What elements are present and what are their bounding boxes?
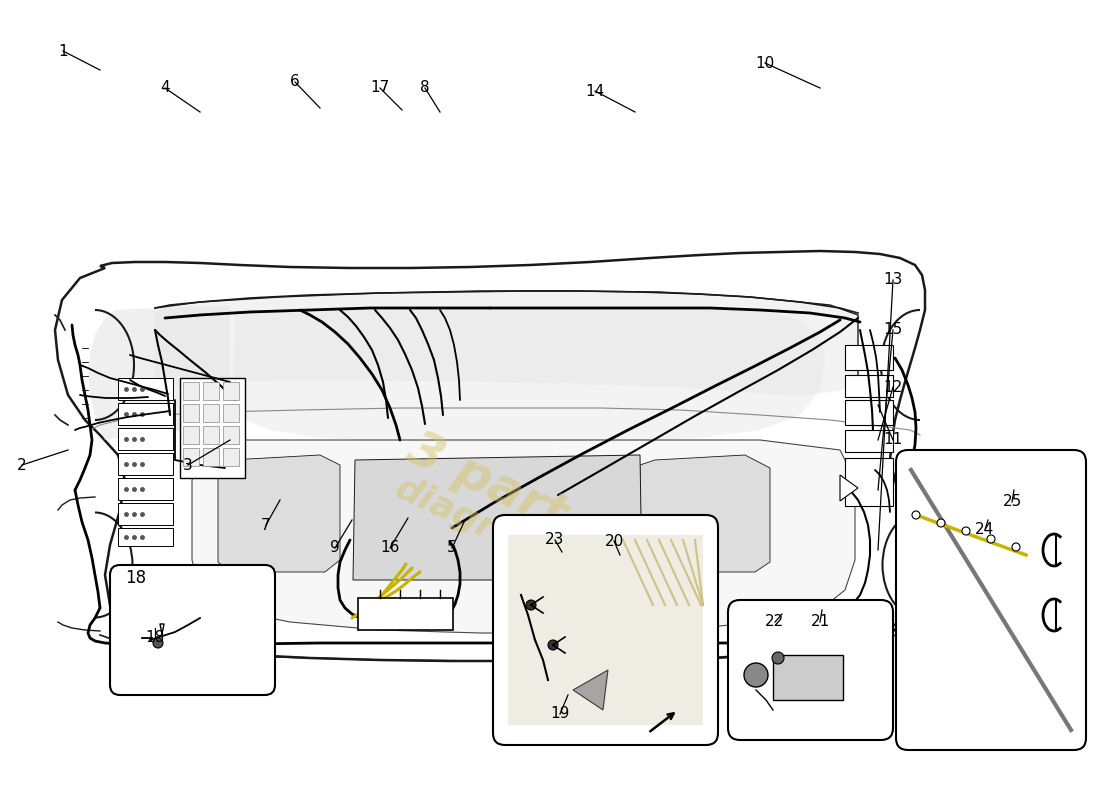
Circle shape [937, 519, 945, 527]
Bar [773, 655, 843, 700]
Bar [358, 598, 453, 630]
Polygon shape [840, 475, 858, 501]
Bar [118, 428, 173, 450]
Bar [845, 375, 893, 397]
Bar [183, 382, 199, 400]
Bar [118, 478, 173, 500]
Polygon shape [88, 306, 230, 440]
Bar [204, 448, 219, 466]
Text: 3 part: 3 part [400, 425, 574, 540]
Bar [845, 458, 893, 506]
Polygon shape [55, 251, 925, 661]
Bar [845, 400, 893, 425]
FancyBboxPatch shape [110, 565, 275, 695]
Text: 18: 18 [145, 630, 165, 646]
Text: 15: 15 [883, 322, 903, 338]
Polygon shape [218, 455, 340, 572]
Text: 6: 6 [290, 74, 300, 90]
FancyBboxPatch shape [728, 600, 893, 740]
Circle shape [153, 638, 163, 648]
Bar [223, 448, 239, 466]
Text: 10: 10 [756, 55, 774, 70]
Bar [845, 430, 893, 452]
Text: 8: 8 [420, 81, 430, 95]
Text: 4: 4 [161, 81, 169, 95]
Text: 17: 17 [371, 81, 389, 95]
Bar [204, 426, 219, 444]
Text: 24: 24 [976, 522, 994, 538]
Circle shape [987, 535, 996, 543]
Text: 19: 19 [550, 706, 570, 722]
Bar [118, 503, 173, 525]
Text: 20: 20 [604, 534, 624, 549]
Text: 2: 2 [18, 458, 26, 473]
FancyBboxPatch shape [493, 515, 718, 745]
Bar [118, 528, 173, 546]
Text: 21: 21 [811, 614, 829, 630]
Polygon shape [573, 670, 608, 710]
Polygon shape [233, 310, 825, 443]
Bar [204, 382, 219, 400]
Text: 14: 14 [585, 83, 605, 98]
Text: 22: 22 [766, 614, 784, 630]
FancyBboxPatch shape [896, 450, 1086, 750]
Bar [180, 378, 245, 478]
Polygon shape [155, 291, 858, 395]
Polygon shape [508, 535, 703, 725]
Circle shape [912, 511, 920, 519]
Text: 11: 11 [883, 433, 903, 447]
Text: 7: 7 [261, 518, 271, 533]
Bar [183, 404, 199, 422]
Polygon shape [640, 455, 770, 572]
Circle shape [962, 527, 970, 535]
Text: 23: 23 [546, 533, 564, 547]
Bar [183, 426, 199, 444]
Text: 1: 1 [58, 43, 68, 58]
Bar [183, 448, 199, 466]
Bar [204, 404, 219, 422]
Text: 5: 5 [448, 541, 456, 555]
Circle shape [526, 600, 536, 610]
Text: 13: 13 [883, 273, 903, 287]
Text: 18: 18 [125, 569, 146, 587]
Polygon shape [192, 440, 855, 633]
Polygon shape [353, 455, 642, 580]
Bar [118, 378, 173, 400]
Bar [118, 453, 173, 475]
Bar [223, 382, 239, 400]
Circle shape [772, 652, 784, 664]
Text: 25: 25 [1002, 494, 1022, 510]
Bar [223, 404, 239, 422]
Text: diagrams: diagrams [390, 471, 576, 582]
Text: 9: 9 [330, 541, 340, 555]
Circle shape [744, 663, 768, 687]
Text: 12: 12 [883, 379, 903, 394]
Circle shape [548, 640, 558, 650]
Bar [118, 403, 173, 425]
Bar [845, 345, 893, 370]
Text: 3: 3 [183, 458, 192, 473]
Circle shape [1012, 543, 1020, 551]
Bar [223, 426, 239, 444]
Text: 16: 16 [381, 541, 399, 555]
